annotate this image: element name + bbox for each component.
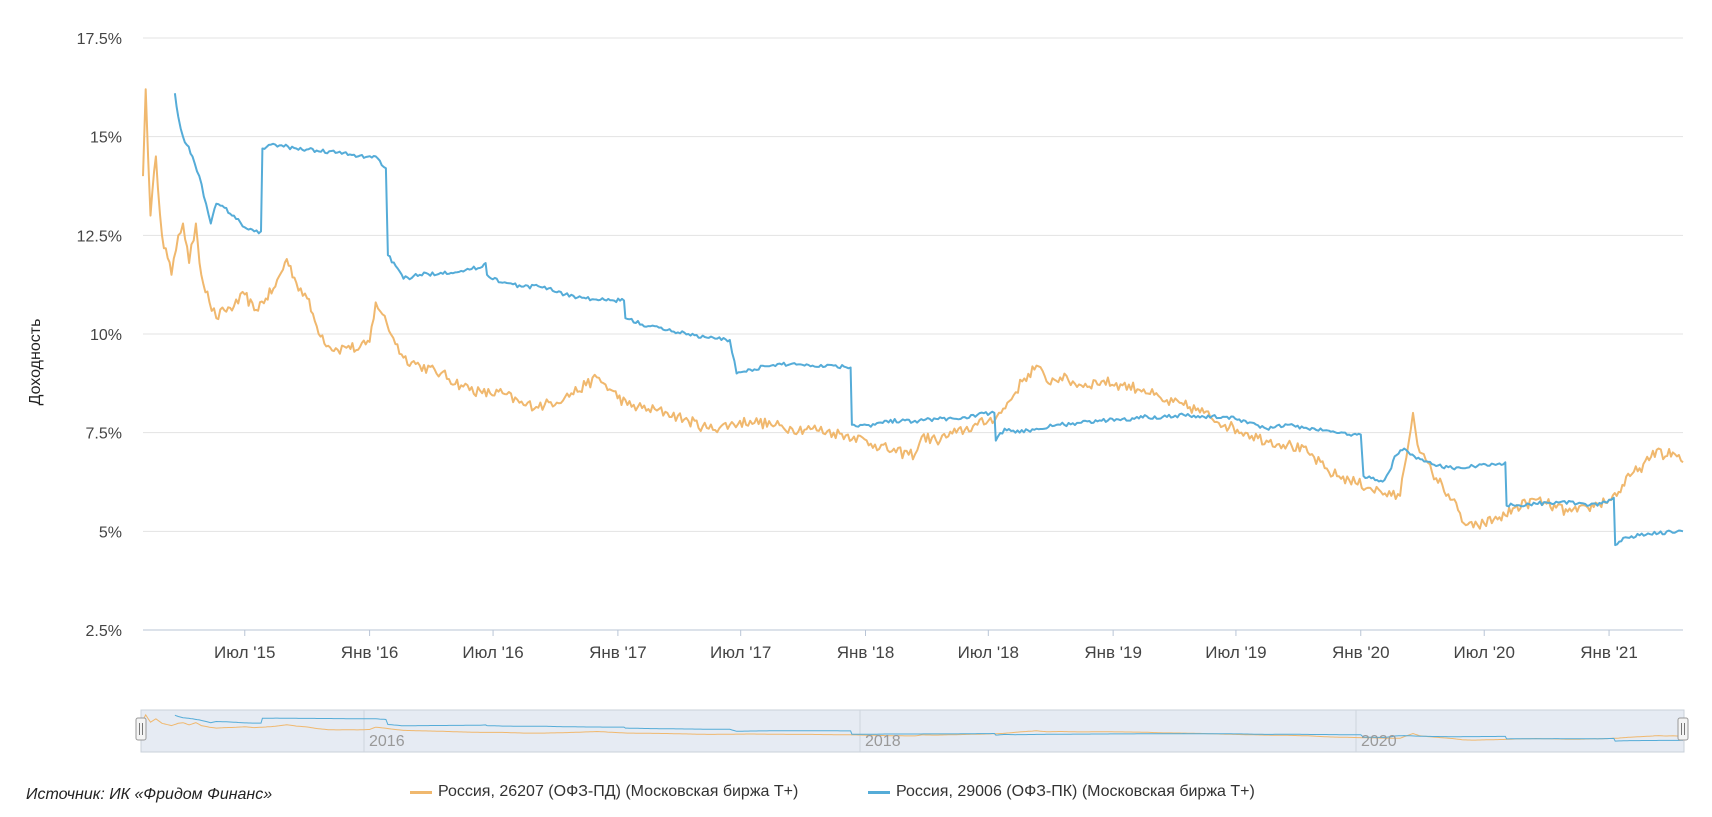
plot-area xyxy=(142,88,1684,547)
x-axis: Июл '15 Янв '16 Июл '16 Янв '17 Июл '17 Янв '… xyxy=(214,630,1638,662)
legend-swatch-ofz-pk xyxy=(868,790,890,794)
y-tick-label: 5% xyxy=(99,524,122,541)
y-axis: 17.5% 15% 12.5% 10% 7.5% 5% 2.5% xyxy=(77,31,122,640)
x-tick-label: Янв '21 xyxy=(1580,643,1638,662)
x-tick-label: Янв '19 xyxy=(1084,643,1142,662)
x-tick-label: Июл '18 xyxy=(958,643,1019,662)
x-tick-label: Июл '17 xyxy=(710,643,771,662)
legend-item-ofz-pd[interactable]: Россия, 26207 (ОФЗ-ПД) (Московская биржа… xyxy=(410,783,798,801)
x-tick-label: Янв '18 xyxy=(837,643,895,662)
source-note: Источник: ИК «Фридом Финанс» xyxy=(26,786,273,803)
x-tick-label: Янв '16 xyxy=(341,643,399,662)
legend-label-ofz-pk: Россия, 29006 (ОФЗ-ПК) (Московская биржа… xyxy=(896,783,1255,800)
navigator-label-2020: 2020 xyxy=(1361,733,1397,750)
legend-label-ofz-pd: Россия, 26207 (ОФЗ-ПД) (Московская биржа… xyxy=(438,783,799,800)
x-tick-label: Июл '15 xyxy=(214,643,275,662)
x-tick-label: Янв '20 xyxy=(1332,643,1390,662)
x-tick-label: Июл '19 xyxy=(1205,643,1266,662)
navigator-label-2018: 2018 xyxy=(865,733,901,750)
legend-swatch-ofz-pd xyxy=(410,790,432,794)
x-tick-label: Июл '20 xyxy=(1454,643,1515,662)
y-axis-label: Доходность xyxy=(27,319,44,406)
y-tick-label: 15% xyxy=(90,130,122,147)
x-tick-label: Июл '16 xyxy=(462,643,523,662)
navigator-left-handle[interactable] xyxy=(135,717,147,741)
series-line-ofz-pk xyxy=(173,93,1684,547)
y-tick-label: 10% xyxy=(90,327,122,344)
navigator-line-ofz-pd xyxy=(142,713,1684,741)
navigator-label-2016: 2016 xyxy=(369,733,405,750)
series-line-ofz-pd xyxy=(142,88,1684,530)
x-tick-label: Янв '17 xyxy=(589,643,647,662)
y-tick-label: 2.5% xyxy=(86,623,122,640)
chart-grid xyxy=(143,37,1683,631)
y-tick-label: 12.5% xyxy=(77,228,122,245)
y-tick-label: 17.5% xyxy=(77,31,122,48)
legend-item-ofz-pk[interactable]: Россия, 29006 (ОФЗ-ПК) (Московская биржа… xyxy=(868,783,1255,801)
navigator-series xyxy=(142,713,1684,742)
range-navigator[interactable]: 2016 2018 2020 xyxy=(135,709,1689,753)
navigator-line-ofz-pk xyxy=(174,714,1683,742)
navigator-right-handle[interactable] xyxy=(1677,717,1689,741)
y-tick-label: 7.5% xyxy=(86,426,122,443)
